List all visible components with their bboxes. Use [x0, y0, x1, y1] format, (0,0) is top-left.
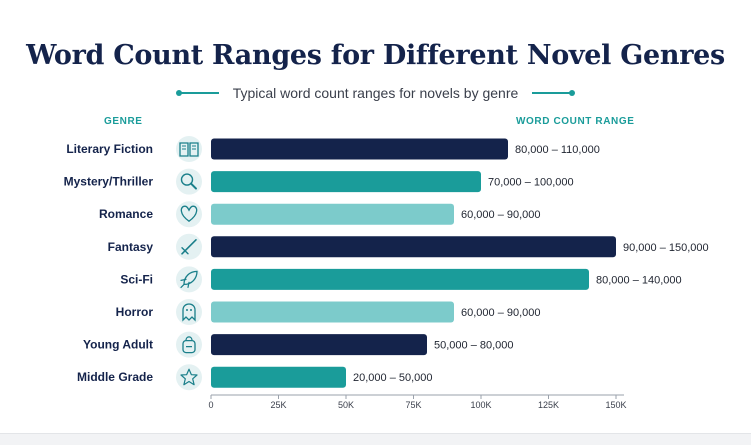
- rocket-icon: [176, 266, 202, 293]
- bar-literary-fiction: [211, 138, 508, 160]
- bar-mystery-thriller: [211, 171, 481, 193]
- x-tick-label: 125K: [538, 400, 559, 410]
- subtitle-row: Typical word count ranges for novels by …: [0, 85, 751, 101]
- range-label-fantasy: 90,000 – 150,000: [623, 242, 709, 254]
- genre-column-header: GENRE: [104, 116, 143, 127]
- bar-sci-fi: [211, 268, 589, 290]
- book-icon: [176, 136, 202, 162]
- x-tick-label: 0: [208, 400, 213, 410]
- chart-title: Word Count Ranges for Different Novel Ge…: [26, 40, 725, 71]
- ghost-icon: [176, 299, 202, 325]
- magnifier-icon: [176, 168, 202, 195]
- star-icon: [176, 364, 202, 391]
- x-tick-label: 25K: [270, 400, 286, 410]
- range-label-middle-grade: 20,000 – 50,000: [353, 372, 433, 384]
- x-tick-label: 150K: [605, 400, 626, 410]
- genre-label-young-adult: Young Adult: [83, 338, 153, 352]
- subtitle-dash-right: [532, 90, 576, 96]
- genre-label-romance: Romance: [99, 207, 153, 221]
- range-label-sci-fi: 80,000 – 140,000: [596, 274, 682, 286]
- range-label-literary-fiction: 80,000 – 110,000: [515, 144, 600, 156]
- x-tick-label: 50K: [338, 400, 354, 410]
- x-tick-label: 100K: [470, 400, 491, 410]
- range-column-header: WORD COUNT RANGE: [516, 116, 635, 127]
- genre-label-mystery-thriller: Mystery/Thriller: [64, 175, 154, 189]
- range-label-mystery-thriller: 70,000 – 100,000: [488, 177, 574, 189]
- bar-horror: [211, 301, 454, 323]
- bottom-strip: [0, 433, 751, 445]
- range-label-young-adult: 50,000 – 80,000: [434, 340, 514, 352]
- bar-fantasy: [211, 236, 616, 258]
- bar-young-adult: [211, 334, 427, 356]
- genre-label-literary-fiction: Literary Fiction: [66, 142, 153, 156]
- chart-subtitle: Typical word count ranges for novels by …: [232, 85, 519, 101]
- x-tick-label: 75K: [405, 400, 421, 410]
- bar-romance: [211, 203, 454, 225]
- heart-icon: [176, 201, 202, 228]
- range-label-romance: 60,000 – 90,000: [461, 209, 541, 221]
- bar-middle-grade: [211, 366, 346, 388]
- genre-label-sci-fi: Sci-Fi: [120, 272, 153, 286]
- genre-label-horror: Horror: [116, 305, 154, 319]
- backpack-icon: [176, 331, 202, 358]
- subtitle-dash-left: [175, 90, 219, 96]
- genre-label-middle-grade: Middle Grade: [77, 370, 153, 384]
- sword-icon: [176, 233, 202, 260]
- genre-label-fantasy: Fantasy: [108, 240, 154, 254]
- range-label-horror: 60,000 – 90,000: [461, 307, 541, 319]
